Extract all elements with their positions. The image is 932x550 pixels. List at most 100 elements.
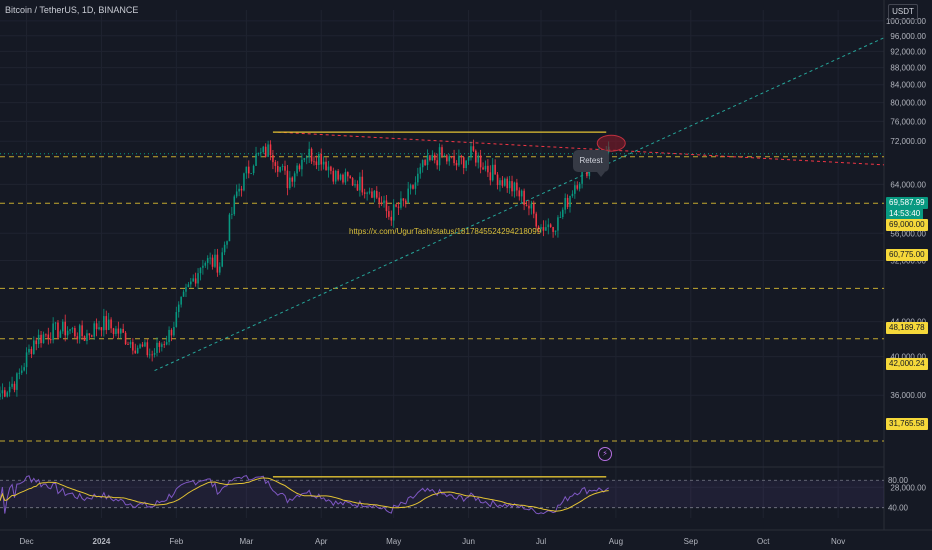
candle-body: [552, 227, 554, 232]
candle-body: [194, 278, 197, 284]
candle-body: [523, 190, 525, 205]
candle-body: [516, 182, 518, 191]
candle-body: [180, 296, 182, 305]
support-trendline: [154, 37, 885, 372]
candle-body: [223, 244, 226, 253]
candle-body: [255, 154, 257, 166]
candle-body: [49, 339, 52, 341]
candle-body: [47, 334, 50, 340]
candle-body: [42, 334, 45, 344]
candle-body: [501, 180, 504, 186]
candle-body: [250, 173, 252, 174]
candle-body: [342, 174, 344, 183]
candle-body: [549, 224, 552, 228]
candle-body: [494, 164, 496, 175]
candle-body: [185, 287, 187, 292]
candle-body: [74, 328, 76, 337]
candle-body: [303, 158, 306, 160]
candle-body: [165, 342, 168, 345]
level-tag-60775: 60,775.00: [886, 249, 928, 261]
candle-body: [103, 316, 105, 331]
candle-body: [204, 262, 207, 266]
candle-body: [581, 169, 583, 184]
lightning-icon[interactable]: ⚡: [598, 447, 612, 461]
candle-body: [371, 191, 373, 198]
price-tick-label: 64,000.00: [890, 180, 926, 189]
rsi-line: [0, 475, 609, 515]
candle-body: [144, 342, 146, 347]
candle-body: [380, 202, 383, 204]
retest-zone: [596, 134, 626, 152]
candle-body: [520, 190, 523, 197]
symbol-title[interactable]: Bitcoin / TetherUS, 1D, BINANCE: [5, 5, 139, 15]
rsi-tick-label: 40.00: [888, 504, 909, 513]
candle-body: [110, 319, 112, 329]
candle-body: [173, 326, 175, 336]
candle-body: [197, 273, 199, 284]
level-tag-42000: 42,000.24: [886, 358, 928, 370]
candle-body: [264, 146, 267, 157]
candle-body: [209, 257, 211, 259]
candle-body: [443, 155, 446, 157]
candle-body: [95, 323, 98, 330]
candle-body: [542, 227, 545, 231]
candle-body: [238, 188, 240, 192]
candle-body: [107, 319, 110, 330]
candle-body: [376, 190, 378, 198]
candle-body: [81, 325, 83, 337]
price-tick-label: 96,000.00: [890, 32, 926, 41]
candle-body: [105, 316, 108, 330]
candle-body: [390, 216, 393, 221]
candle-body: [448, 156, 451, 162]
drawing-overlays: [596, 134, 626, 152]
candle-body: [487, 165, 489, 173]
retest-annotation[interactable]: Retest: [573, 150, 609, 177]
candle-body: [146, 342, 149, 356]
currency-badge[interactable]: USDT: [888, 4, 918, 20]
level-tag-69000: 69,000.00: [886, 219, 928, 231]
candle-body: [368, 191, 371, 193]
candle-body: [491, 164, 494, 181]
candle-body: [284, 166, 286, 171]
candle-body: [578, 183, 581, 189]
candle-body: [504, 178, 506, 186]
candle-body: [93, 323, 95, 337]
candle-body: [35, 340, 38, 345]
candle-body: [378, 197, 380, 203]
candle-body: [45, 334, 47, 336]
candle-body: [404, 200, 407, 203]
candle-body: [134, 350, 137, 354]
candle-body: [281, 166, 284, 167]
candle-body: [407, 188, 409, 203]
time-tick-label: Nov: [831, 537, 845, 546]
candle-body: [163, 344, 166, 346]
candle-body: [518, 190, 521, 197]
candle-body: [262, 146, 265, 153]
time-tick-label: Aug: [609, 537, 623, 546]
candle-body: [83, 336, 86, 342]
price-tick-label: 28,000.00: [890, 483, 926, 492]
candle-body: [337, 170, 339, 180]
candle-body: [151, 354, 153, 356]
candle-body: [409, 185, 412, 189]
candle-body: [400, 198, 402, 208]
candle-body: [429, 155, 431, 161]
price-tick-label: 56,000.00: [890, 229, 926, 238]
candle-body: [16, 373, 18, 390]
candle-body: [540, 227, 542, 230]
candle-body: [438, 147, 441, 166]
time-axis[interactable]: Dec 2024 Feb Mar Apr May Jun Jul Aug Sep Oct Nov: [19, 537, 845, 546]
candle-body: [231, 214, 233, 215]
candle-body: [576, 185, 579, 189]
candle-body: [433, 154, 436, 161]
candle-body: [508, 181, 511, 189]
price-axis[interactable]: 100,000.00 96,000.00 92,000.00 88,000.00 84,…: [886, 17, 927, 513]
candle-body: [54, 322, 57, 324]
candle-body: [18, 372, 21, 374]
level-tag-31765: 31,765.58: [886, 418, 928, 430]
candle-body: [305, 157, 308, 159]
candle-body: [310, 148, 313, 162]
candle-body: [158, 342, 161, 347]
price-tick-label: 40,000.00: [890, 353, 926, 362]
